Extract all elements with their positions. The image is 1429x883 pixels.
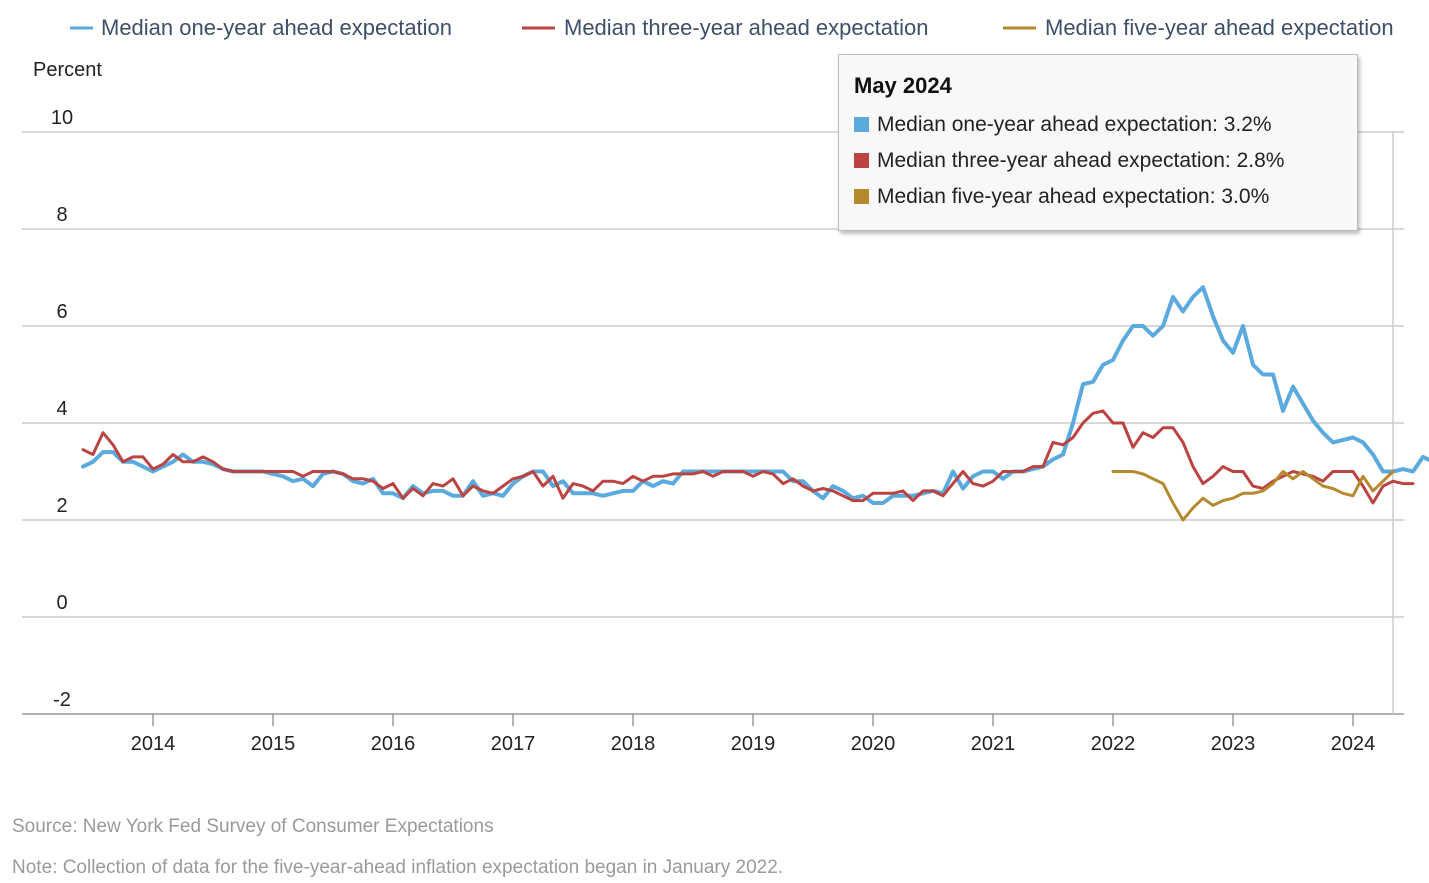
legend-label-one-year: Median one-year ahead expectation — [101, 15, 452, 40]
y-tick-label: -2 — [53, 689, 71, 711]
tooltip-label-one-year: Median one-year ahead expectation: 3.2% — [877, 113, 1272, 136]
x-tick-label: 2024 — [1331, 733, 1376, 755]
y-axis-labels: -2 0 2 4 6 8 10 — [51, 107, 73, 711]
source-note: Source: New York Fed Survey of Consumer … — [12, 816, 494, 837]
x-tick-label: 2016 — [371, 733, 416, 755]
legend-item-one-year[interactable]: Median one-year ahead expectation — [70, 15, 452, 40]
x-tick-label: 2020 — [851, 733, 896, 755]
grid-lines — [22, 131, 1404, 618]
tooltip: May 2024 Median one-year ahead expectati… — [838, 54, 1358, 231]
tooltip-label-three-year: Median three-year ahead expectation: 2.8… — [877, 149, 1285, 172]
x-tick-label: 2021 — [971, 733, 1016, 755]
y-tick-label: 6 — [56, 301, 67, 323]
y-tick-label: 2 — [56, 495, 67, 517]
legend-label-five-year: Median five-year ahead expectation — [1045, 15, 1394, 40]
legend-item-three-year[interactable]: Median three-year ahead expectation — [522, 15, 928, 40]
tooltip-title: May 2024 — [854, 73, 952, 98]
y-tick-label: 8 — [56, 204, 67, 226]
tooltip-swatch-one-year — [854, 117, 869, 132]
y-tick-label: 4 — [56, 398, 67, 420]
legend[interactable]: Median one-year ahead expectation Median… — [70, 15, 1394, 40]
chart: Median one-year ahead expectation Median… — [22, 15, 1429, 755]
legend-item-five-year[interactable]: Median five-year ahead expectation — [1003, 15, 1394, 40]
x-tick-label: 2017 — [491, 733, 536, 755]
y-axis-title: Percent — [33, 59, 102, 81]
x-tick-label: 2019 — [731, 733, 776, 755]
legend-label-three-year: Median three-year ahead expectation — [564, 15, 928, 40]
x-tick-label: 2022 — [1091, 733, 1136, 755]
series-line-one-year[interactable] — [81, 285, 1429, 505]
series-line-five-year[interactable] — [1111, 470, 1395, 522]
x-tick-label: 2018 — [611, 733, 656, 755]
data-note: Note: Collection of data for the five-ye… — [12, 857, 784, 878]
x-tick-label: 2023 — [1211, 733, 1256, 755]
series-lines[interactable] — [81, 285, 1429, 522]
tooltip-label-five-year: Median five-year ahead expectation: 3.0% — [877, 185, 1270, 208]
y-tick-label: 0 — [56, 592, 67, 614]
x-tick-label: 2014 — [131, 733, 176, 755]
tooltip-row-three-year: Median three-year ahead expectation: 2.8… — [854, 143, 1357, 179]
tooltip-row-five-year: Median five-year ahead expectation: 3.0% — [854, 179, 1357, 215]
series-line-three-year[interactable] — [81, 409, 1415, 505]
x-tick-label: 2015 — [251, 733, 296, 755]
tooltip-swatch-three-year — [854, 153, 869, 168]
y-tick-label: 10 — [51, 107, 73, 129]
tooltip-swatch-five-year — [854, 189, 869, 204]
tooltip-row-one-year: Median one-year ahead expectation: 3.2% — [854, 107, 1357, 143]
x-axis: 2014 2015 2016 2017 2018 2019 2020 2021 2022 2023… — [22, 132, 1404, 755]
